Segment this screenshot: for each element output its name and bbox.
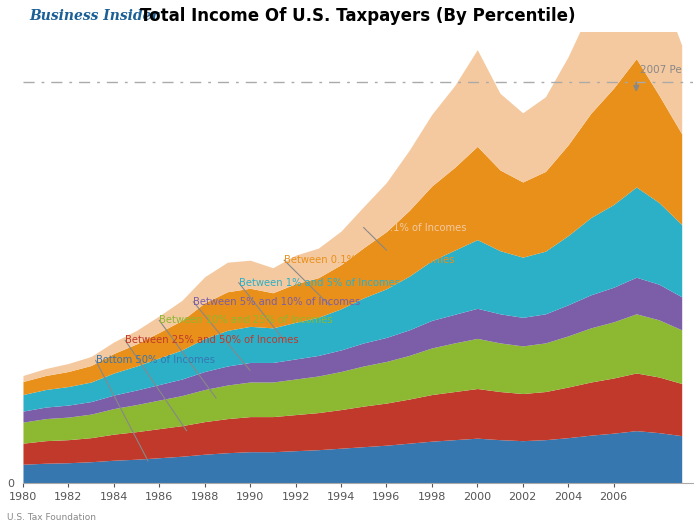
Text: Between 25% and 50% of Incomes: Between 25% and 50% of Incomes [125, 335, 299, 345]
Text: Top 0.1% of Incomes: Top 0.1% of Incomes [364, 223, 466, 233]
Text: Between 10% and 25% of Incomes: Between 10% and 25% of Incomes [160, 316, 333, 326]
Text: 2007 Pe: 2007 Pe [640, 65, 681, 75]
Text: Between 5% and 10% of Incomes: Between 5% and 10% of Incomes [193, 297, 360, 307]
Text: Between 0.1% and 1% of Incomes: Between 0.1% and 1% of Incomes [284, 255, 455, 265]
Text: Bottom 50% of Incomes: Bottom 50% of Incomes [96, 355, 215, 365]
Text: Between 1% and 5% of Incomes: Between 1% and 5% of Incomes [239, 278, 400, 288]
Title: Total Income Of U.S. Taxpayers (By Percentile): Total Income Of U.S. Taxpayers (By Perce… [140, 7, 576, 25]
Text: U.S. Tax Foundation: U.S. Tax Foundation [7, 513, 96, 522]
Text: Business Insider: Business Insider [29, 9, 160, 23]
